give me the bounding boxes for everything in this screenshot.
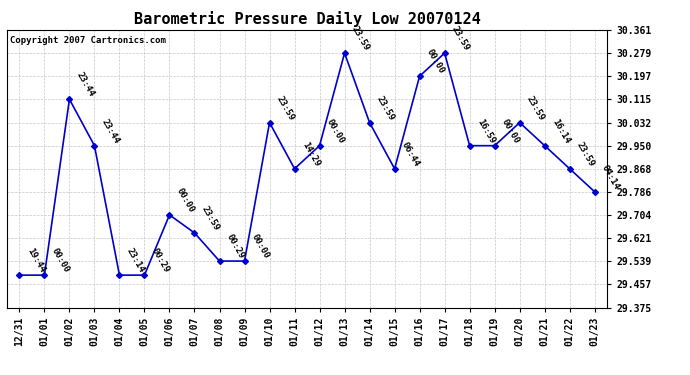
Text: 16:59: 16:59 bbox=[475, 117, 496, 145]
Title: Barometric Pressure Daily Low 20070124: Barometric Pressure Daily Low 20070124 bbox=[134, 12, 480, 27]
Text: 00:00: 00:00 bbox=[175, 186, 196, 214]
Text: Copyright 2007 Cartronics.com: Copyright 2007 Cartronics.com bbox=[10, 36, 166, 45]
Text: 19:44: 19:44 bbox=[25, 247, 46, 274]
Text: 14:29: 14:29 bbox=[300, 140, 322, 168]
Text: 04:14: 04:14 bbox=[600, 163, 622, 191]
Text: 23:59: 23:59 bbox=[275, 94, 296, 122]
Text: 00:00: 00:00 bbox=[425, 48, 446, 75]
Text: 00:29: 00:29 bbox=[150, 247, 171, 274]
Text: 23:59: 23:59 bbox=[350, 24, 371, 52]
Text: 23:59: 23:59 bbox=[525, 94, 546, 122]
Text: 23:14: 23:14 bbox=[125, 247, 146, 274]
Text: 23:59: 23:59 bbox=[200, 204, 221, 232]
Text: 00:00: 00:00 bbox=[50, 247, 71, 274]
Text: 23:44: 23:44 bbox=[75, 70, 96, 99]
Text: 00:00: 00:00 bbox=[500, 117, 522, 145]
Text: 23:59: 23:59 bbox=[575, 140, 596, 168]
Text: 00:00: 00:00 bbox=[250, 232, 271, 260]
Text: 23:44: 23:44 bbox=[100, 117, 121, 145]
Text: 16:14: 16:14 bbox=[550, 117, 571, 145]
Text: 06:44: 06:44 bbox=[400, 140, 422, 168]
Text: 00:29: 00:29 bbox=[225, 232, 246, 260]
Text: 00:00: 00:00 bbox=[325, 117, 346, 145]
Text: 23:59: 23:59 bbox=[375, 94, 396, 122]
Text: 23:59: 23:59 bbox=[450, 24, 471, 52]
